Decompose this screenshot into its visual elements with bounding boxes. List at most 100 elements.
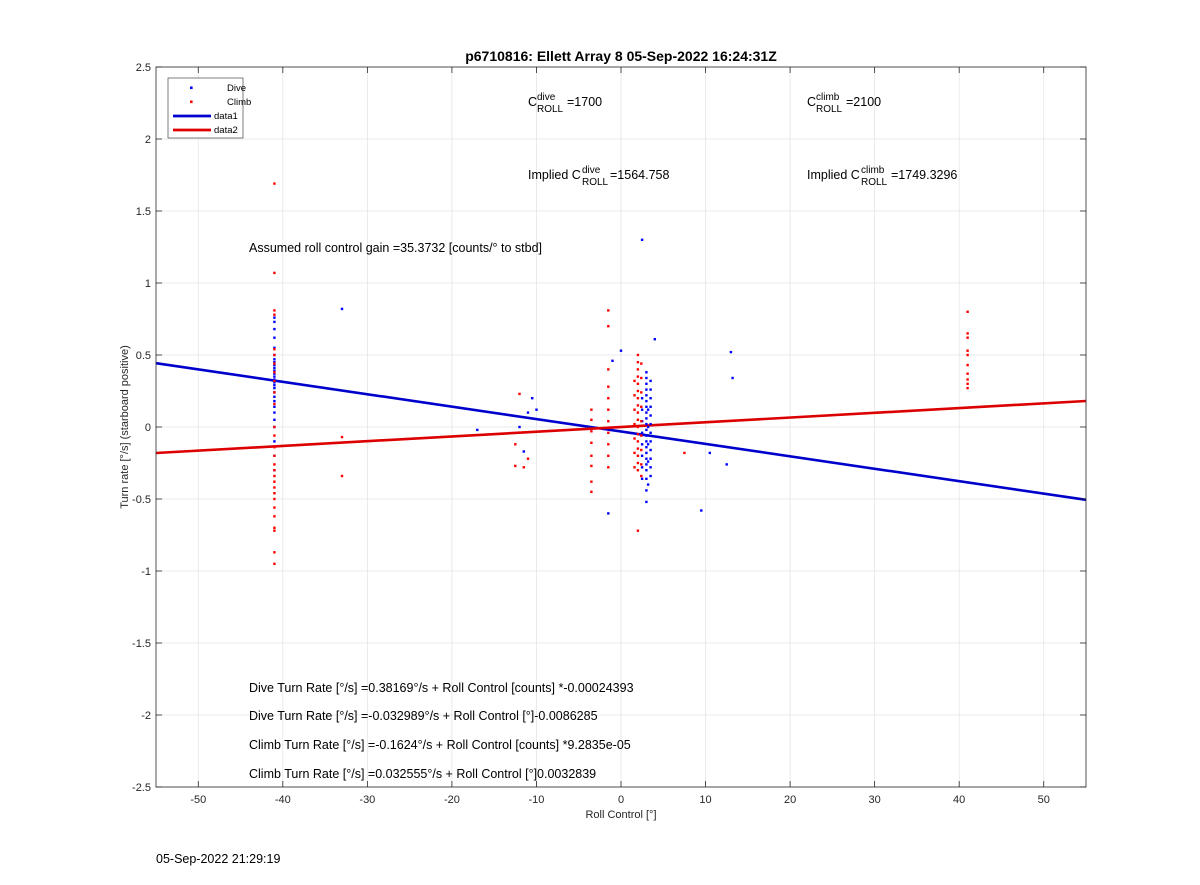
data-point-climb [966, 332, 969, 335]
data-point-dive [273, 358, 276, 361]
data-point-climb [273, 526, 276, 529]
data-point-dive [273, 395, 276, 398]
data-point-dive [273, 327, 276, 331]
data-point-climb [966, 349, 969, 352]
data-point-climb [636, 382, 640, 385]
data-point-dive [273, 336, 276, 339]
data-point-dive [646, 483, 650, 486]
data-point-climb [966, 363, 969, 367]
data-point-climb [518, 392, 521, 396]
data-point-climb [273, 309, 276, 312]
data-point-climb [273, 551, 276, 554]
x-tick-label: -40 [275, 794, 291, 806]
data-point-climb [607, 466, 610, 469]
data-point-climb [640, 420, 643, 423]
data-point-climb [640, 405, 643, 408]
data-point-climb [966, 378, 969, 381]
chart-title: p6710816: Ellett Array 8 05-Sep-2022 16:… [465, 48, 777, 64]
data-point-climb [273, 371, 276, 374]
data-point-climb [273, 182, 276, 185]
data-point-dive [645, 382, 648, 385]
y-tick-labels: -2.5 -2 -1.5 -1 -0.5 0 0.5 1 1.5 2 2.5 [132, 62, 151, 794]
data-point-dive [645, 434, 648, 437]
y-tick-label: -0.5 [132, 494, 151, 506]
data-point-dive [273, 375, 276, 378]
data-point-dive [273, 316, 276, 319]
data-point-dive [645, 394, 648, 397]
data-point-climb [640, 391, 643, 394]
implied-prefix: Implied C [807, 168, 860, 182]
data-point-dive [522, 450, 525, 453]
data-point-dive [646, 408, 650, 411]
data-point-climb [273, 454, 276, 457]
data-point-climb [273, 434, 276, 437]
data-point-dive [640, 477, 644, 480]
data-point-climb [633, 394, 636, 397]
data-point-climb [273, 492, 276, 495]
implied-dive-annotation: Implied C dive ROLL =1564.758 [528, 165, 669, 188]
data-point-dive [273, 384, 276, 387]
fit-line-data2 [155, 399, 1087, 455]
data-point-climb [633, 466, 636, 469]
data-point-dive [649, 457, 652, 460]
x-tick-label: 10 [699, 794, 711, 806]
data-point-climb [273, 463, 276, 466]
data-point-climb [636, 454, 640, 457]
data-point-climb [273, 402, 276, 406]
data-point-dive [649, 397, 652, 400]
data-point-climb [607, 385, 610, 388]
data-point-dive [731, 376, 734, 380]
data-point-dive [273, 378, 276, 381]
data-point-climb [607, 454, 610, 457]
x-tick-label: 30 [869, 794, 881, 806]
data-point-dive [645, 399, 648, 403]
data-point-climb [966, 310, 969, 313]
data-point-climb [514, 464, 517, 468]
x-tick-label: -30 [359, 794, 375, 806]
data-point-climb [636, 425, 640, 429]
fit-lines [155, 361, 1087, 502]
data-point-climb [633, 379, 636, 383]
data-point-climb [273, 348, 276, 351]
data-point-dive [273, 399, 276, 403]
c-sub-roll: ROLL [816, 104, 843, 115]
data-point-climb [636, 461, 640, 465]
equation-climb-counts: Climb Turn Rate [°/s] =-0.1624°/s + Roll… [249, 738, 631, 752]
data-point-dive [531, 397, 534, 400]
data-point-dive [645, 457, 648, 460]
data-point-dive [518, 425, 521, 429]
data-point-climb [636, 440, 640, 443]
c-sup-dive: dive [537, 92, 556, 103]
data-point-dive [476, 428, 479, 432]
legend-label-data1: data1 [214, 111, 238, 122]
data-point-dive [273, 320, 276, 324]
data-point-dive [645, 451, 648, 455]
data-point-dive [645, 500, 648, 504]
data-point-dive [725, 463, 728, 466]
data-point-climb [273, 379, 276, 383]
c-roll-dive-annotation: C dive ROLL =1700 [528, 92, 602, 115]
data-point-climb [640, 362, 643, 365]
data-point-climb [590, 454, 593, 457]
data-point-dive [640, 454, 644, 457]
data-point-climb [607, 309, 610, 312]
x-tick-label: 40 [953, 794, 965, 806]
data-point-dive [526, 411, 530, 414]
fit-line-data1 [155, 361, 1087, 502]
data-point-climb [636, 353, 640, 357]
data-point-climb [590, 408, 593, 411]
data-point-climb [590, 418, 593, 421]
data-point-climb [640, 463, 643, 466]
data-point-climb [273, 480, 276, 483]
data-point-dive [645, 417, 648, 420]
data-point-climb [590, 490, 593, 493]
x-tick-label: -10 [529, 794, 545, 806]
data-point-dive [645, 376, 648, 380]
data-point-dive [645, 477, 648, 480]
data-point-dive [645, 469, 648, 472]
implied-dive-value: =1564.758 [610, 168, 669, 182]
data-point-dive [653, 338, 656, 341]
data-point-climb [683, 451, 686, 455]
c-sup-climb: climb [816, 92, 840, 103]
